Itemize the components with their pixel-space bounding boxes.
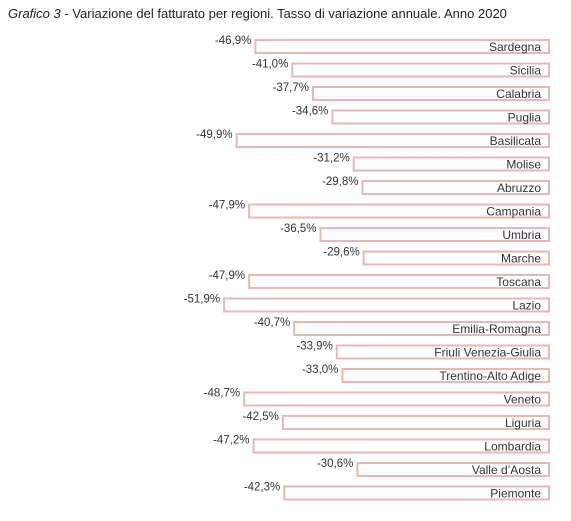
data-label: -33,9% — [296, 341, 332, 353]
bar — [341, 368, 550, 383]
category-label: Calabria — [496, 87, 541, 101]
bar — [252, 438, 550, 454]
data-label: -42,5% — [242, 411, 278, 423]
bar — [319, 227, 550, 242]
bar — [335, 344, 550, 360]
category-label: Lazio — [512, 299, 541, 313]
category-label: Friuli Venezia-Giulia — [434, 346, 541, 360]
data-label: -46,9% — [215, 35, 251, 47]
bar — [248, 274, 550, 289]
bar — [293, 321, 551, 336]
data-label: -41,0% — [252, 59, 288, 71]
category-label: Marche — [501, 252, 541, 266]
chart-title-separator: - — [60, 6, 73, 21]
data-label: -33,0% — [302, 364, 338, 376]
category-label: Basilicata — [490, 134, 542, 148]
category-label: Valle d’Aosta — [472, 463, 541, 477]
bar — [312, 86, 550, 101]
bar — [223, 297, 550, 313]
category-label: Trentino-Alto Adige — [439, 369, 541, 383]
data-label: -47,9% — [209, 270, 245, 282]
category-label: Emilia-Romagna — [452, 322, 541, 336]
data-label: -40,7% — [254, 317, 290, 329]
bar — [283, 485, 550, 501]
data-label: -49,9% — [196, 129, 232, 141]
category-label: Puglia — [508, 111, 542, 125]
category-label: Piemonte — [490, 487, 541, 501]
data-label: -48,7% — [204, 388, 240, 400]
data-label: -47,9% — [209, 200, 245, 212]
bar — [243, 391, 550, 407]
category-label: Veneto — [504, 393, 542, 407]
chart-title-prefix: Grafico 3 — [8, 6, 61, 21]
data-label: -47,2% — [213, 435, 249, 447]
category-label: Sicilia — [510, 64, 542, 78]
data-label: -42,3% — [244, 482, 280, 494]
bar — [281, 415, 550, 430]
bar — [331, 109, 550, 125]
category-label: Lombardia — [484, 440, 541, 454]
category-label: Abruzzo — [497, 181, 541, 195]
bar — [291, 62, 550, 78]
bar — [248, 203, 550, 219]
data-label: -29,6% — [323, 247, 359, 259]
bar — [235, 133, 550, 148]
category-label: Campania — [486, 205, 541, 219]
bar — [254, 39, 550, 54]
bar — [361, 180, 550, 195]
data-label: -30,6% — [317, 458, 353, 470]
bar — [356, 462, 550, 477]
category-label: Umbria — [502, 228, 541, 242]
data-label: -37,7% — [273, 82, 309, 94]
data-label: -34,6% — [292, 106, 328, 118]
category-label: Molise — [506, 158, 541, 172]
data-label: -51,9% — [184, 294, 220, 306]
chart-title: Grafico 3 - Variazione del fatturato per… — [8, 6, 507, 21]
data-label: -29,8% — [322, 176, 358, 188]
data-label: -31,2% — [313, 153, 349, 165]
category-label: Liguria — [505, 416, 541, 430]
category-label: Toscana — [496, 275, 541, 289]
bar — [362, 250, 551, 266]
bar — [352, 156, 551, 172]
chart-title-text: Variazione del fatturato per regioni. Ta… — [72, 6, 507, 21]
data-label: -36,5% — [280, 223, 316, 235]
category-label: Sardegna — [489, 40, 541, 54]
